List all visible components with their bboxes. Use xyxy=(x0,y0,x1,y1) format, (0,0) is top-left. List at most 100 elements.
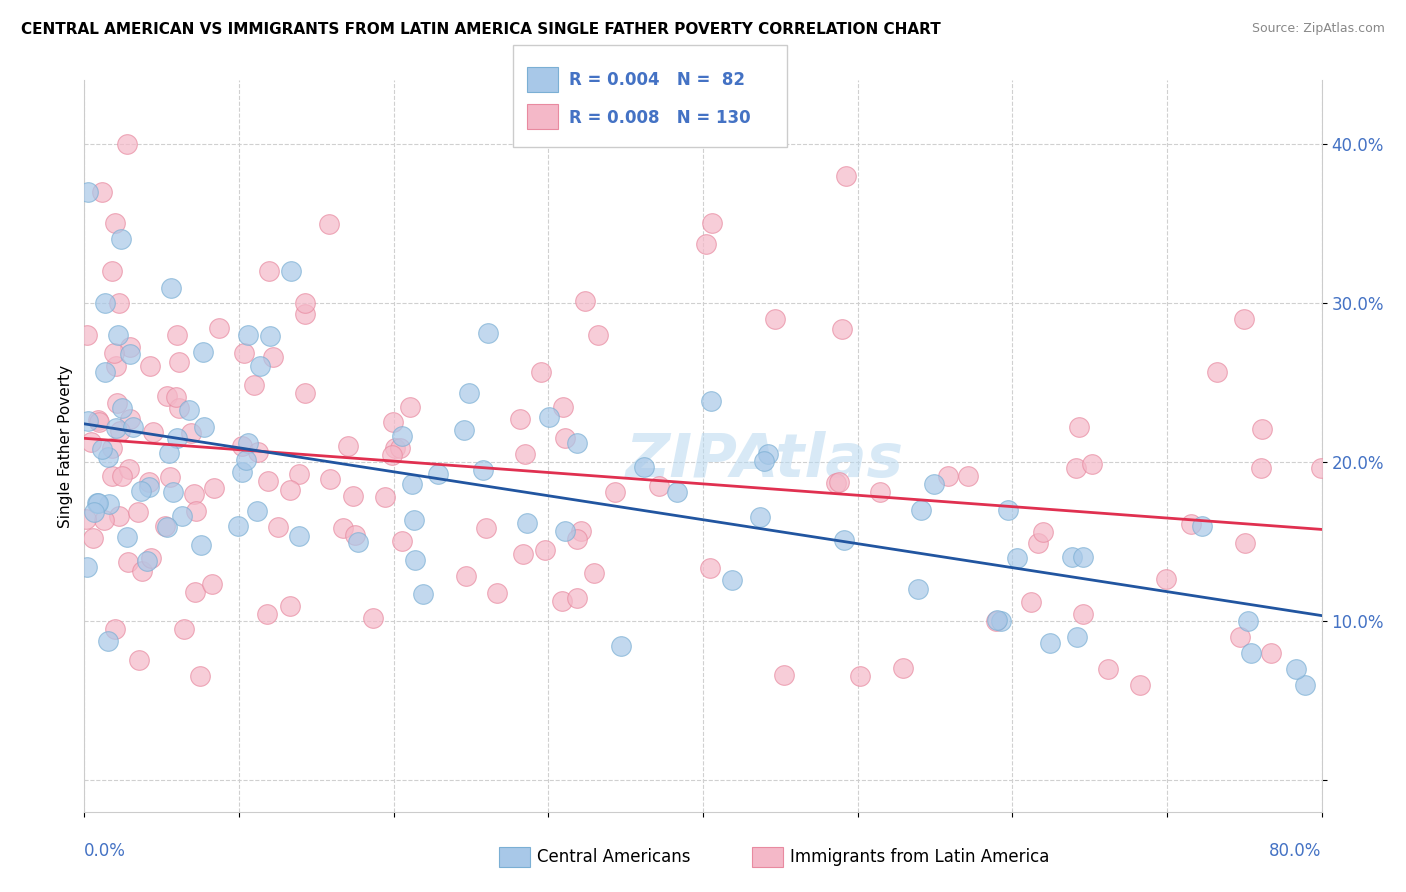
Point xyxy=(1071,607,1094,622)
Point xyxy=(172,508,194,523)
Point xyxy=(190,538,212,552)
Point xyxy=(986,613,1008,627)
Point xyxy=(177,402,200,417)
Point xyxy=(238,327,260,342)
Point xyxy=(633,460,655,475)
Point xyxy=(412,587,434,601)
Point xyxy=(1229,630,1251,644)
Point xyxy=(551,400,574,414)
Point xyxy=(86,495,108,509)
Point xyxy=(104,421,127,435)
Point xyxy=(104,622,127,636)
Point xyxy=(153,519,176,533)
Point xyxy=(139,359,162,374)
Point xyxy=(1064,461,1087,475)
Point xyxy=(869,485,891,500)
Point xyxy=(242,377,264,392)
Point xyxy=(1066,630,1088,644)
Point xyxy=(294,296,316,310)
Point xyxy=(404,553,426,567)
Point xyxy=(475,521,498,535)
Point xyxy=(1129,677,1152,691)
Point xyxy=(101,264,124,278)
Point xyxy=(83,505,105,519)
Point xyxy=(231,465,253,479)
Point xyxy=(135,554,157,568)
Point xyxy=(1191,518,1213,533)
Point xyxy=(87,496,110,510)
Point xyxy=(1005,550,1028,565)
Point xyxy=(534,543,557,558)
Point xyxy=(384,441,406,455)
Point xyxy=(157,446,180,460)
Point xyxy=(332,521,354,535)
Point xyxy=(108,296,131,310)
Point xyxy=(997,503,1019,517)
Point xyxy=(453,423,475,437)
Text: 0.0%: 0.0% xyxy=(84,842,127,860)
Point xyxy=(160,281,183,295)
Point xyxy=(1081,457,1104,471)
Point xyxy=(166,327,188,342)
Point xyxy=(530,365,553,379)
Point xyxy=(139,550,162,565)
Point xyxy=(1233,312,1256,326)
Text: Central Americans: Central Americans xyxy=(537,848,690,866)
Point xyxy=(485,585,508,599)
Point xyxy=(278,599,301,613)
Point xyxy=(343,527,366,541)
Point xyxy=(231,439,253,453)
Point xyxy=(87,415,110,429)
Point xyxy=(565,591,588,606)
Point xyxy=(117,555,139,569)
Point xyxy=(97,450,120,464)
Point xyxy=(648,479,671,493)
Point xyxy=(1260,646,1282,660)
Point xyxy=(699,394,721,409)
Point xyxy=(389,441,412,455)
Point xyxy=(75,511,97,525)
Text: ZIPAtlas: ZIPAtlas xyxy=(626,431,904,490)
Point xyxy=(695,236,717,251)
Point xyxy=(107,327,129,342)
Point xyxy=(516,516,538,531)
Point xyxy=(201,577,224,591)
Point xyxy=(111,468,134,483)
Point xyxy=(184,585,207,599)
Point xyxy=(583,566,606,580)
Point xyxy=(259,328,281,343)
Point xyxy=(565,532,588,546)
Point xyxy=(236,436,259,450)
Point xyxy=(82,531,104,545)
Point xyxy=(477,326,499,340)
Point xyxy=(509,412,531,426)
Point xyxy=(235,452,257,467)
Point xyxy=(1154,572,1177,586)
Point xyxy=(76,559,98,574)
Point xyxy=(105,396,128,410)
Point xyxy=(93,513,115,527)
Point xyxy=(142,425,165,439)
Point xyxy=(756,447,779,461)
Point xyxy=(513,447,536,461)
Point xyxy=(294,386,316,401)
Point xyxy=(1062,550,1084,565)
Point xyxy=(1310,461,1333,475)
Point xyxy=(257,264,280,278)
Point xyxy=(101,441,124,455)
Point xyxy=(138,480,160,494)
Point xyxy=(665,485,688,500)
Point xyxy=(404,513,426,527)
Point xyxy=(318,218,340,232)
Point xyxy=(159,470,181,484)
Point xyxy=(1285,662,1308,676)
Point xyxy=(550,593,572,607)
Point xyxy=(118,340,141,354)
Point xyxy=(249,359,271,374)
Point xyxy=(610,639,633,653)
Point xyxy=(910,502,932,516)
Point xyxy=(96,634,118,648)
Point xyxy=(110,232,132,246)
Point xyxy=(537,410,560,425)
Point xyxy=(246,445,269,459)
